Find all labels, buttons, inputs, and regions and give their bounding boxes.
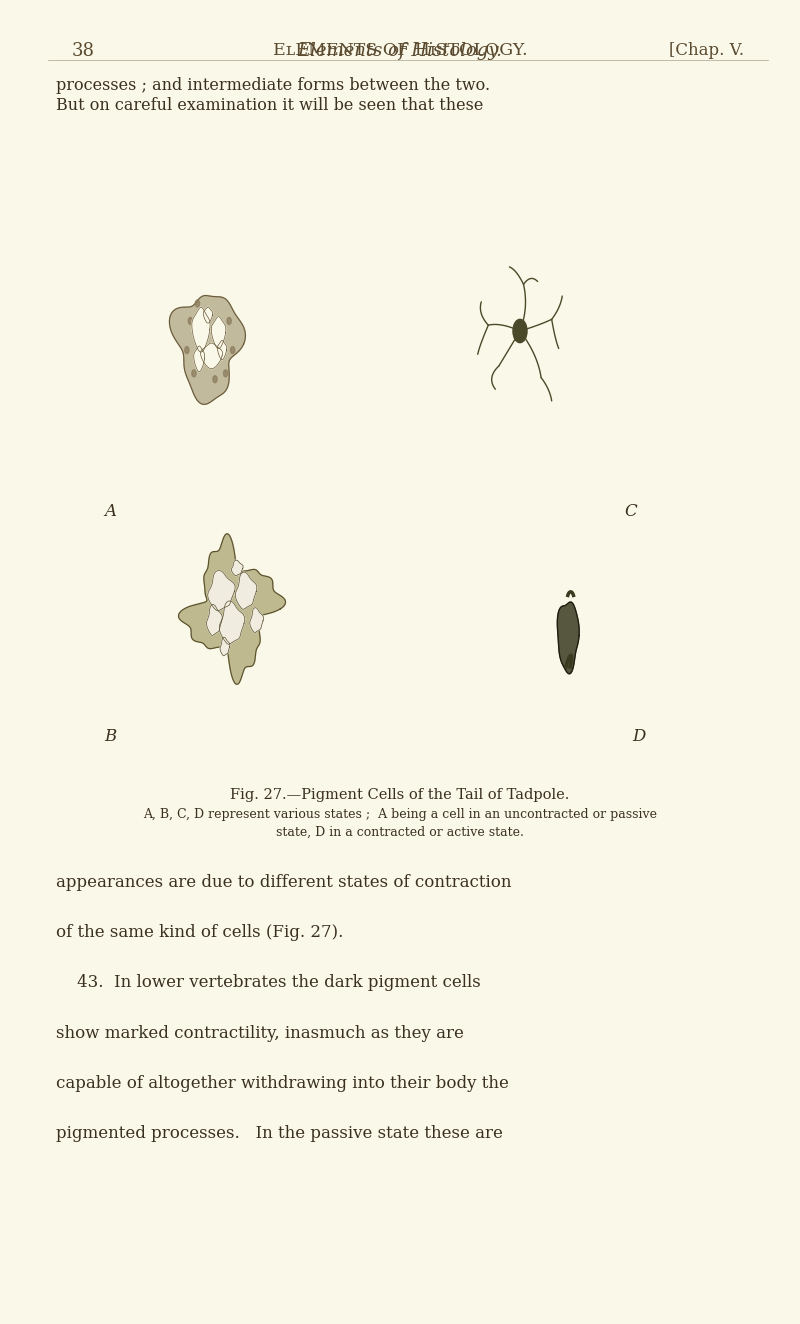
Text: of the same kind of cells (Fig. 27).: of the same kind of cells (Fig. 27). bbox=[56, 924, 343, 941]
Text: show marked contractility, inasmuch as they are: show marked contractility, inasmuch as t… bbox=[56, 1025, 464, 1042]
Polygon shape bbox=[192, 307, 210, 352]
Text: A, B, C, D represent various states ;  A being a cell in an uncontracted or pass: A, B, C, D represent various states ; A … bbox=[143, 808, 657, 821]
Polygon shape bbox=[170, 295, 246, 404]
Text: D: D bbox=[632, 728, 646, 745]
Text: C: C bbox=[624, 503, 637, 520]
Text: capable of altogether withdrawing into their body the: capable of altogether withdrawing into t… bbox=[56, 1075, 509, 1092]
Polygon shape bbox=[218, 340, 226, 360]
Text: appearances are due to different states of contraction: appearances are due to different states … bbox=[56, 874, 511, 891]
Polygon shape bbox=[235, 572, 257, 609]
Polygon shape bbox=[194, 346, 205, 372]
Polygon shape bbox=[219, 601, 245, 645]
Polygon shape bbox=[178, 534, 286, 685]
Text: Elements of Histology.: Elements of Histology. bbox=[298, 42, 502, 61]
Circle shape bbox=[195, 301, 199, 307]
Text: 43.  In lower vertebrates the dark pigment cells: 43. In lower vertebrates the dark pigmen… bbox=[56, 974, 481, 992]
Text: But on careful examination it will be seen that these: But on careful examination it will be se… bbox=[56, 97, 483, 114]
Text: EʟEMENTS OF HɪSTOLOGY.: EʟEMENTS OF HɪSTOLOGY. bbox=[273, 42, 527, 60]
Circle shape bbox=[223, 369, 228, 377]
Text: B: B bbox=[104, 728, 116, 745]
Polygon shape bbox=[250, 608, 263, 633]
Circle shape bbox=[227, 318, 231, 324]
Polygon shape bbox=[220, 637, 230, 655]
Text: state, D in a contracted or active state.: state, D in a contracted or active state… bbox=[276, 826, 524, 839]
Polygon shape bbox=[558, 602, 579, 674]
Text: 38: 38 bbox=[72, 42, 95, 61]
Circle shape bbox=[188, 318, 193, 324]
Circle shape bbox=[192, 369, 196, 377]
Text: [Chap. V.: [Chap. V. bbox=[669, 42, 744, 60]
Polygon shape bbox=[208, 571, 235, 610]
Text: pigmented processes.   In the passive state these are: pigmented processes. In the passive stat… bbox=[56, 1125, 503, 1143]
Text: Fig. 27.—Pigment Cells of the Tail of Tadpole.: Fig. 27.—Pigment Cells of the Tail of Ta… bbox=[230, 788, 570, 802]
Circle shape bbox=[213, 376, 217, 383]
Circle shape bbox=[185, 347, 189, 354]
Polygon shape bbox=[201, 343, 222, 368]
Polygon shape bbox=[206, 605, 222, 636]
Text: processes ; and intermediate forms between the two.: processes ; and intermediate forms betwe… bbox=[56, 77, 490, 94]
Polygon shape bbox=[211, 316, 226, 348]
Text: A: A bbox=[104, 503, 116, 520]
Circle shape bbox=[230, 347, 234, 354]
Polygon shape bbox=[203, 307, 213, 323]
Polygon shape bbox=[231, 560, 243, 576]
Circle shape bbox=[513, 319, 527, 343]
